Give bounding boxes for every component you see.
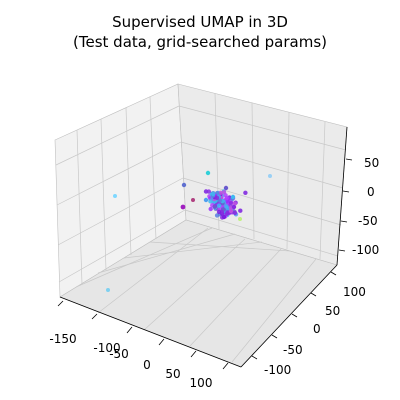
- cluster-point: [216, 209, 222, 215]
- cluster-point: [224, 204, 229, 209]
- tick-marks: [57, 158, 353, 370]
- y-axis-line: [240, 264, 338, 368]
- cluster-point: [208, 206, 213, 212]
- cluster-point: [228, 201, 234, 206]
- cluster-point: [232, 210, 238, 216]
- point-teal-top: [205, 170, 211, 176]
- cluster-point: [221, 214, 227, 220]
- cluster-point: [243, 190, 248, 195]
- cluster-point: [218, 190, 223, 195]
- cluster-point: [231, 204, 237, 210]
- cluster-point: [223, 185, 229, 191]
- x-tick-label: -100: [93, 341, 120, 355]
- cluster-point: [224, 195, 229, 201]
- cluster-point: [225, 199, 230, 204]
- chart-title-line2: (Test data, grid-searched params): [73, 33, 327, 51]
- cluster-point: [228, 208, 234, 214]
- y-tick-label: 50: [325, 304, 340, 318]
- z-tick-label: 50: [364, 156, 379, 170]
- y-tick-label: 0: [313, 322, 321, 336]
- cluster-point: [206, 189, 211, 194]
- cluster-points: [203, 185, 248, 220]
- z-tick-label: -50: [358, 214, 378, 228]
- gridlines: [55, 92, 347, 363]
- z-tick-label: -100: [352, 243, 379, 257]
- point-outlier-bottom: [106, 288, 110, 292]
- cluster-point: [232, 201, 237, 206]
- y-tick-labels: 100 50 0 -50 -100: [264, 285, 366, 377]
- chart-title-line1: Supervised UMAP in 3D: [112, 13, 288, 31]
- cluster-point: [203, 197, 209, 203]
- z-axis-line: [336, 126, 348, 266]
- axis-lines: [59, 126, 348, 368]
- point-outlier-left: [113, 194, 117, 198]
- cluster-point: [238, 208, 243, 213]
- point-maroon-left: [191, 198, 195, 202]
- x-tick-label: 0: [143, 358, 151, 372]
- point-blue-left: [181, 182, 187, 188]
- x-tick-labels: -150 -100 -50 0 50 100: [49, 332, 212, 390]
- x-tick-label: 50: [165, 367, 180, 381]
- y-tick-label: 100: [343, 285, 366, 299]
- cluster-point: [230, 194, 236, 200]
- point-magenta-left: [180, 204, 186, 210]
- cluster-point: [214, 213, 220, 218]
- x-tick-label: 100: [190, 376, 213, 390]
- scatter-points: [106, 170, 272, 292]
- point-outlier-yellowgreen: [238, 217, 242, 221]
- x-tick-label: -50: [109, 347, 129, 361]
- y-tick-label: -100: [264, 363, 291, 377]
- point-outlier-right: [268, 174, 272, 178]
- chart-title: Supervised UMAP in 3D (Test data, grid-s…: [0, 12, 400, 52]
- cluster-point: [216, 203, 222, 208]
- cluster-point: [208, 199, 213, 204]
- cluster-point: [211, 191, 216, 197]
- x-tick-label: -150: [49, 332, 76, 346]
- z-tick-labels: 50 0 -50 -100: [352, 156, 379, 257]
- cluster-point: [217, 198, 223, 203]
- x-axis-line: [59, 296, 242, 368]
- z-tick-label: 0: [367, 185, 375, 199]
- y-tick-label: -50: [283, 343, 303, 357]
- cluster-point: [214, 195, 220, 200]
- cluster-point: [212, 204, 217, 209]
